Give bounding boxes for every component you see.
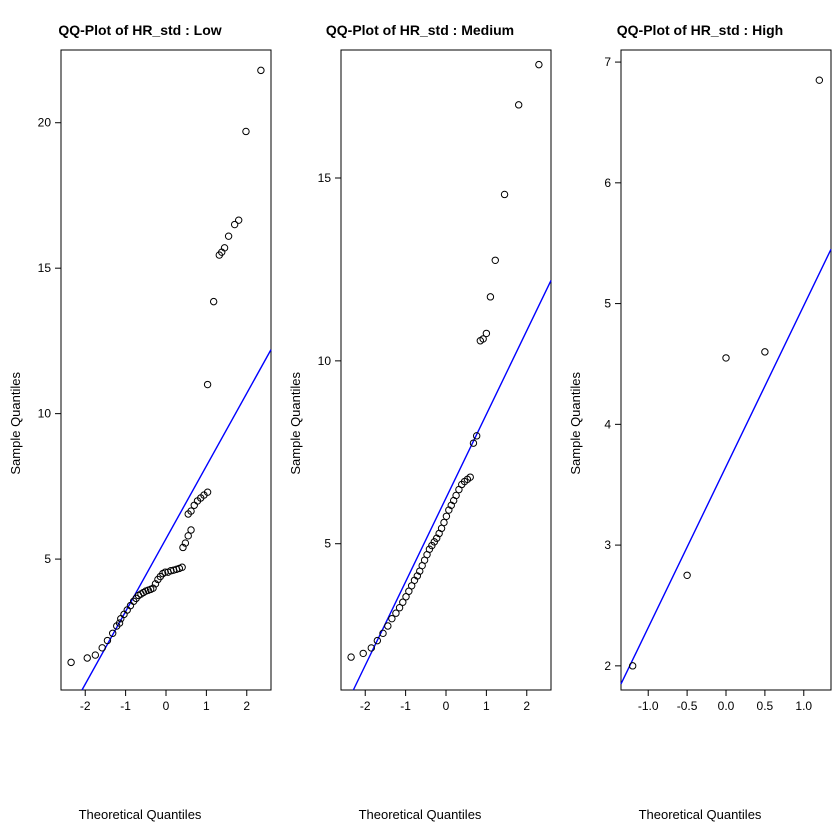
x-tick-label: 0.5: [756, 699, 773, 713]
qq-reference-line: [621, 249, 831, 684]
y-tick-label: 10: [317, 354, 331, 368]
data-point: [210, 298, 216, 304]
data-point: [384, 623, 390, 629]
x-tick-label: -1.0: [637, 699, 658, 713]
qq-panel-high: QQ-Plot of HR_std : High Sample Quantiles…: [560, 0, 840, 840]
data-point: [816, 77, 822, 83]
y-tick-label: 15: [317, 171, 331, 185]
data-point: [492, 257, 498, 263]
data-point: [347, 654, 353, 660]
x-tick-label: 1: [203, 699, 210, 713]
y-tick-label: 10: [37, 407, 51, 421]
data-point: [683, 572, 689, 578]
data-point: [722, 355, 728, 361]
y-tick-label: 5: [604, 297, 611, 311]
data-point: [388, 615, 394, 621]
data-point: [535, 61, 541, 67]
data-point: [443, 513, 449, 519]
y-tick-label: 20: [37, 116, 51, 130]
data-point: [98, 645, 104, 651]
panel-title: QQ-Plot of HR_std : Medium: [326, 22, 514, 38]
x-tick-label: 1.0: [795, 699, 812, 713]
x-tick-label: 0: [162, 699, 169, 713]
plot-wrap: Sample Quantiles -2 -1 0 1 2 5 10 15: [286, 46, 555, 801]
plot-border: [621, 50, 831, 690]
y-axis-label: Sample Quantiles: [286, 372, 305, 475]
x-tick-label: -1: [400, 699, 411, 713]
data-point: [501, 191, 507, 197]
x-tick-label: 1: [483, 699, 490, 713]
qq-figure: QQ-Plot of HR_std : LowSample Quantiles-…: [0, 0, 840, 840]
data-point: [483, 330, 489, 336]
panel-title: QQ-Plot of HR_std : Low: [58, 22, 221, 38]
panel-title: QQ-Plot of HR_std : High: [617, 22, 783, 38]
data-points: [347, 61, 541, 660]
y-tick-label: 3: [604, 538, 611, 552]
data-point: [487, 294, 493, 300]
data-point: [84, 655, 90, 661]
data-point: [235, 217, 241, 223]
x-axis-label: Theoretical Quantiles: [639, 807, 762, 822]
x-tick-label: 2: [243, 699, 250, 713]
data-point: [515, 102, 521, 108]
x-tick-label: -1: [120, 699, 131, 713]
qq-reference-line: [353, 280, 551, 690]
x-tick-label: 0: [442, 699, 449, 713]
data-point: [92, 652, 98, 658]
data-point: [440, 519, 446, 525]
data-point: [67, 659, 73, 665]
x-tick-label: -2: [359, 699, 370, 713]
y-tick-label: 7: [604, 55, 611, 69]
x-tick-label: -2: [79, 699, 90, 713]
plot-border: [61, 50, 271, 690]
data-points: [67, 67, 263, 665]
x-axis-label: Theoretical Quantiles: [359, 807, 482, 822]
x-tick-label: 0.0: [717, 699, 734, 713]
qq-panel-medium: QQ-Plot of HR_std : Medium Sample Quantil…: [280, 0, 560, 840]
x-tick-label: 2: [523, 699, 530, 713]
data-point: [191, 502, 197, 508]
data-points: [629, 77, 822, 669]
y-axis-label: Sample Quantiles: [6, 372, 25, 475]
data-point: [187, 527, 193, 533]
y-tick-label: 15: [37, 261, 51, 275]
qq-plot-svg: -2 -1 0 1 2 5 10 15: [305, 46, 555, 720]
y-tick-label: 6: [604, 176, 611, 190]
x-axis-label: Theoretical Quantiles: [79, 807, 202, 822]
data-point: [257, 67, 263, 73]
plot-wrap: Sample Quantiles -2 -1 0 1 2 5 10 15 20: [6, 46, 275, 801]
y-tick-label: 4: [604, 417, 611, 431]
plot-wrap: Sample Quantiles -1.0 -0.5 0.0 0.5 1.0 2 3 4 5 6 7: [566, 46, 835, 801]
data-point: [761, 349, 767, 355]
data-point: [204, 381, 210, 387]
y-tick-label: 5: [44, 552, 51, 566]
plot-border: [341, 50, 551, 690]
data-point: [242, 128, 248, 134]
qq-plot-svg: -1.0 -0.5 0.0 0.5 1.0 2 3 4 5 6 7: [585, 46, 835, 720]
data-point: [225, 233, 231, 239]
y-axis-label: Sample Quantiles: [566, 372, 585, 475]
y-tick-label: 5: [324, 537, 331, 551]
qq-panel-low: QQ-Plot of HR_std : LowSample Quantiles-…: [0, 0, 280, 840]
data-point: [360, 650, 366, 656]
qq-plot-svg: -2 -1 0 1 2 5 10 15 20: [25, 46, 275, 720]
x-tick-label: -0.5: [676, 699, 697, 713]
y-tick-label: 2: [604, 659, 611, 673]
